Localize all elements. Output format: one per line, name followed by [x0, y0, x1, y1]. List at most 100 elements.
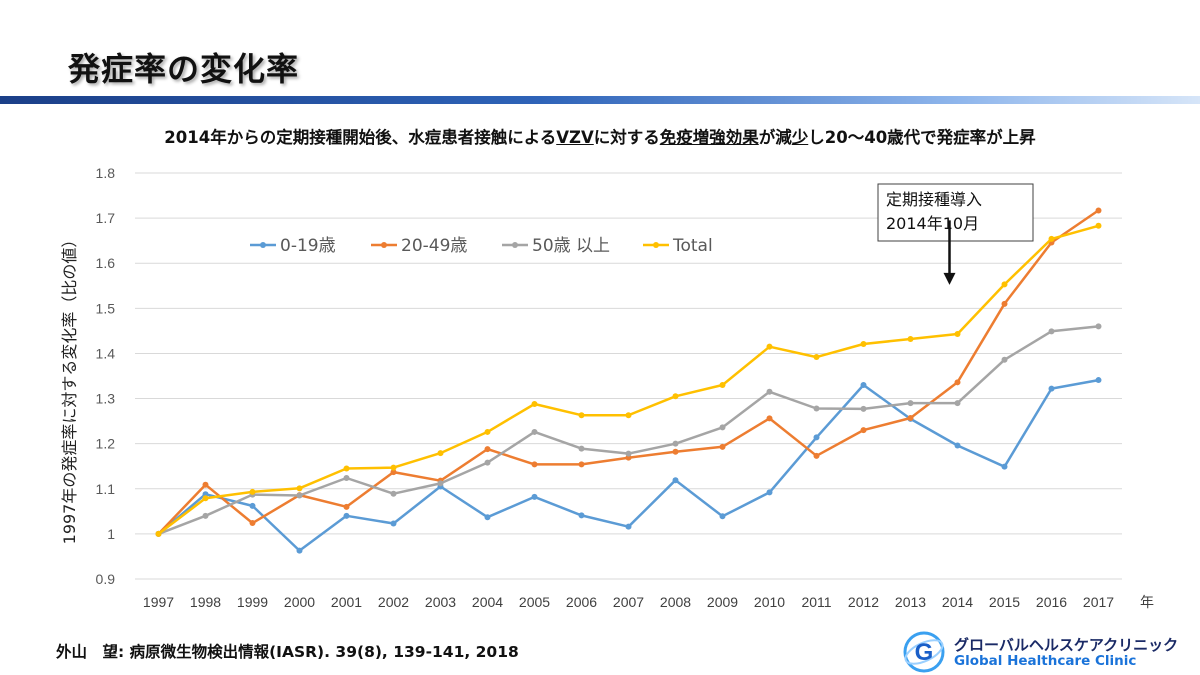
- data-point-3: [719, 382, 726, 389]
- data-point-2: [719, 424, 726, 431]
- data-point-0: [249, 502, 256, 509]
- data-point-0: [1001, 463, 1008, 470]
- data-point-1: [578, 461, 585, 468]
- y-tick-label: 1.8: [96, 165, 116, 181]
- subtitle-decrease-underlined: 少: [791, 128, 809, 147]
- chart-subtitle: 2014年からの定期接種開始後、水痘患者接触によるVZVに対する免疫増強効果が減…: [0, 124, 1200, 148]
- x-axis-label: 年: [1140, 595, 1154, 611]
- data-point-3: [343, 465, 350, 472]
- data-point-2: [578, 445, 585, 452]
- data-point-2: [531, 428, 538, 435]
- data-point-0: [531, 493, 538, 500]
- data-point-2: [672, 440, 679, 447]
- x-tick-label: 2013: [895, 594, 926, 610]
- subtitle-text-3: が減: [758, 128, 792, 147]
- data-point-0: [813, 434, 820, 441]
- x-tick-label: 2006: [566, 594, 597, 610]
- data-point-3: [155, 530, 162, 537]
- data-point-0: [296, 547, 303, 554]
- x-tick-label: 2011: [801, 594, 831, 610]
- y-axis-label: 1997年の発症率に対する変化率（比の値）: [60, 232, 79, 545]
- data-point-1: [672, 448, 679, 455]
- x-tick-label: 2010: [754, 594, 785, 610]
- data-point-3: [860, 340, 867, 347]
- data-point-0: [484, 514, 491, 521]
- data-point-0: [343, 512, 350, 519]
- data-point-2: [1048, 328, 1055, 335]
- data-point-3: [625, 412, 632, 419]
- data-point-3: [672, 393, 679, 400]
- data-point-0: [390, 520, 397, 527]
- subtitle-text-4: し20〜40歳代で発症率が上昇: [808, 128, 1036, 147]
- legend-marker-0: [260, 242, 266, 248]
- x-tick-label: 1997: [143, 594, 174, 610]
- x-tick-label: 2017: [1083, 594, 1114, 610]
- data-point-1: [343, 503, 350, 510]
- data-point-0: [672, 477, 679, 484]
- data-point-2: [766, 388, 773, 395]
- data-point-0: [578, 512, 585, 519]
- slide-title: 発症率の変化率: [68, 50, 300, 88]
- data-point-0: [625, 523, 632, 530]
- x-tick-label: 2002: [378, 594, 409, 610]
- data-point-1: [390, 469, 397, 476]
- legend-label-2: 50歳 以上: [532, 236, 610, 256]
- logo-mark-letter: G: [915, 639, 934, 666]
- data-point-3: [1095, 222, 1102, 229]
- legend-label-1: 20-49歳: [401, 236, 467, 256]
- y-tick-label: 1.5: [96, 300, 116, 316]
- data-point-3: [813, 354, 820, 361]
- y-tick-label: 1.3: [96, 391, 116, 407]
- legend-label-3: Total: [672, 236, 713, 256]
- data-point-1: [249, 520, 256, 527]
- y-tick-label: 1.4: [96, 345, 116, 361]
- data-point-3: [437, 450, 444, 457]
- data-point-3: [249, 488, 256, 495]
- x-tick-label: 2007: [613, 594, 644, 610]
- subtitle-immunity-underlined: 免疫増強効果: [659, 128, 759, 147]
- data-point-3: [1001, 281, 1008, 288]
- data-point-2: [625, 450, 632, 457]
- legend-marker-3: [653, 242, 659, 248]
- data-point-1: [1001, 300, 1008, 307]
- x-tick-label: 2014: [942, 594, 973, 610]
- x-tick-label: 1998: [190, 594, 221, 610]
- data-point-1: [719, 443, 726, 450]
- x-tick-label: 2001: [331, 594, 362, 610]
- data-point-1: [531, 461, 538, 468]
- data-point-1: [1095, 207, 1102, 214]
- data-point-3: [531, 400, 538, 407]
- data-point-1: [202, 481, 209, 488]
- data-point-0: [719, 513, 726, 520]
- citation-text: 外山 望: 病原微生物検出情報(IASR). 39(8), 139-141, 2…: [56, 643, 519, 661]
- data-point-3: [907, 336, 914, 343]
- annotation-box: [877, 183, 1034, 242]
- data-point-1: [813, 452, 820, 459]
- data-point-3: [954, 331, 961, 338]
- data-point-1: [860, 427, 867, 434]
- y-tick-label: 1: [107, 526, 115, 542]
- data-point-3: [484, 428, 491, 435]
- data-point-2: [484, 459, 491, 466]
- series-line-2: [158, 325, 1099, 536]
- x-tick-label: 2016: [1036, 594, 1067, 610]
- x-tick-label: 2003: [425, 594, 456, 610]
- data-point-2: [202, 512, 209, 519]
- data-point-3: [578, 412, 585, 419]
- subtitle-text-2: に対する: [593, 128, 660, 147]
- data-point-3: [1048, 235, 1055, 242]
- data-point-2: [860, 405, 867, 412]
- y-tick-label: 1.2: [96, 436, 116, 452]
- data-point-1: [954, 379, 961, 386]
- legend-marker-2: [512, 242, 518, 248]
- subtitle-vzv-underlined: VZV: [556, 128, 594, 147]
- annotation-arrow-head: [943, 272, 956, 285]
- data-point-2: [296, 492, 303, 499]
- data-point-3: [390, 464, 397, 471]
- annotation-text: 2014年10月: [886, 214, 979, 233]
- x-tick-label: 2015: [989, 594, 1020, 610]
- data-point-0: [954, 442, 961, 449]
- y-tick-label: 1.6: [96, 255, 116, 271]
- clinic-logo-icon: G: [903, 631, 945, 673]
- data-point-0: [1048, 385, 1055, 392]
